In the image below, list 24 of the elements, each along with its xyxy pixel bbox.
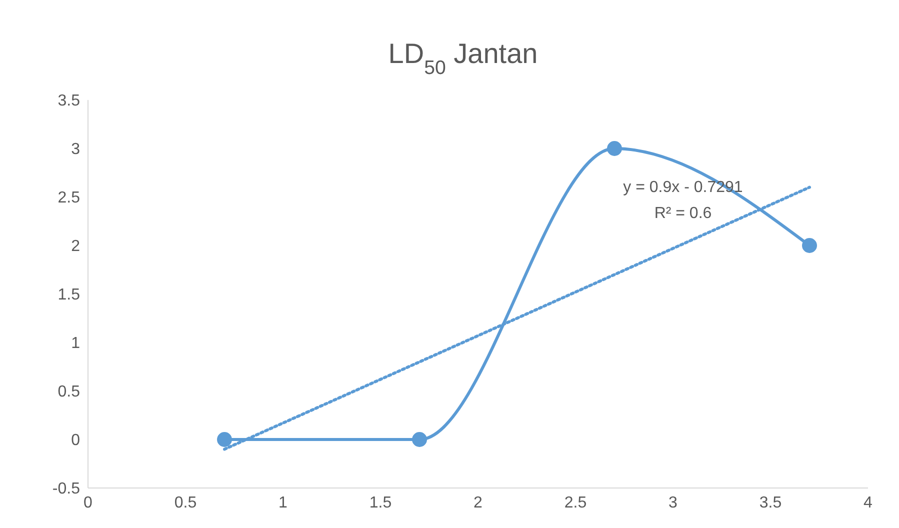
point (217, 432, 232, 447)
x-tick-label: 4 (864, 494, 873, 512)
x-tick-label: 3 (668, 494, 678, 512)
y-tick-label: 2.5 (58, 190, 80, 207)
x-tick-label: 3.5 (759, 494, 782, 512)
point (412, 432, 427, 447)
x-tick-label: 1.5 (369, 494, 392, 512)
y-tick-label: 0 (71, 432, 80, 450)
point (802, 238, 817, 253)
point (607, 141, 622, 156)
annotation: R² = 0.6 (653, 204, 713, 224)
x-tick-label: 1 (278, 494, 288, 512)
chart-title: LD$_{50}$ Jantan (388, 38, 538, 79)
x-tick-label: 0 (84, 494, 93, 512)
x-tick-label: 2.5 (564, 494, 587, 512)
y-tick-label: 3.5 (58, 92, 80, 110)
y-tick-label: 0.5 (58, 384, 80, 401)
x-tick-label: 0.5 (174, 494, 197, 512)
x-tick-label: 2 (474, 494, 483, 512)
y-tick-label: 1 (71, 335, 80, 352)
y-tick-label: 3 (71, 141, 80, 158)
y-tick-label: 1.5 (58, 286, 80, 304)
y-tick-label: -0.5 (52, 480, 80, 498)
y-tick-label: 2 (71, 238, 80, 256)
